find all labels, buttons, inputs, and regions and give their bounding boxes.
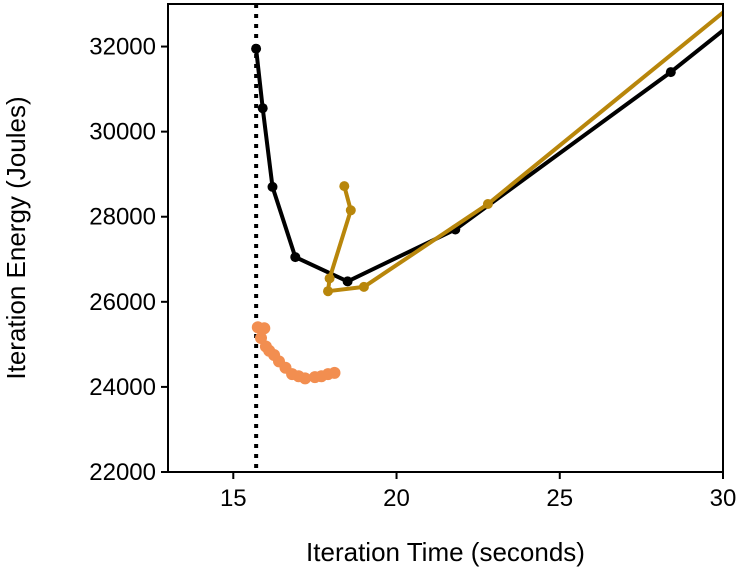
data-point-gold xyxy=(482,199,493,209)
series-orange xyxy=(251,321,341,385)
data-point-orange xyxy=(258,322,271,335)
ticks: 15 20 25 30 22000 24000 26000 28000 30000 32000 xyxy=(89,34,736,512)
x-tick-label: 15 xyxy=(220,485,247,512)
data-point-gold xyxy=(358,281,369,292)
data-point-black xyxy=(257,103,268,114)
x-tick-label: 20 xyxy=(383,485,410,512)
data-point-orange xyxy=(328,366,341,379)
y-tick-label: 32000 xyxy=(89,34,156,61)
data-point-gold xyxy=(345,205,356,216)
series-black xyxy=(251,28,723,287)
data-point-black xyxy=(342,276,353,287)
data-point-orange xyxy=(299,372,312,385)
data-point-black xyxy=(290,252,301,263)
plot-area xyxy=(251,4,723,472)
x-axis-label: Iteration Time (seconds) xyxy=(306,537,585,567)
y-axis-label: Iteration Energy (Joules) xyxy=(1,96,31,379)
x-tick-label: 25 xyxy=(546,485,573,512)
y-tick-label: 28000 xyxy=(89,204,156,231)
data-point-black xyxy=(251,43,262,54)
data-point-black xyxy=(267,181,278,192)
series-gold xyxy=(323,10,723,297)
y-tick-label: 24000 xyxy=(89,374,156,401)
data-point-black xyxy=(665,67,676,78)
series-line-gold xyxy=(326,10,723,294)
axes-frame xyxy=(167,3,724,473)
data-point-gold xyxy=(324,273,335,284)
y-tick-label: 30000 xyxy=(89,119,156,146)
x-tick-label: 30 xyxy=(710,485,737,512)
data-point-gold xyxy=(323,286,333,297)
series-line-black xyxy=(254,28,723,284)
y-tick-label: 22000 xyxy=(89,459,156,486)
data-point-gold xyxy=(339,181,350,192)
y-tick-label: 26000 xyxy=(89,289,156,316)
plot-content xyxy=(251,4,723,472)
